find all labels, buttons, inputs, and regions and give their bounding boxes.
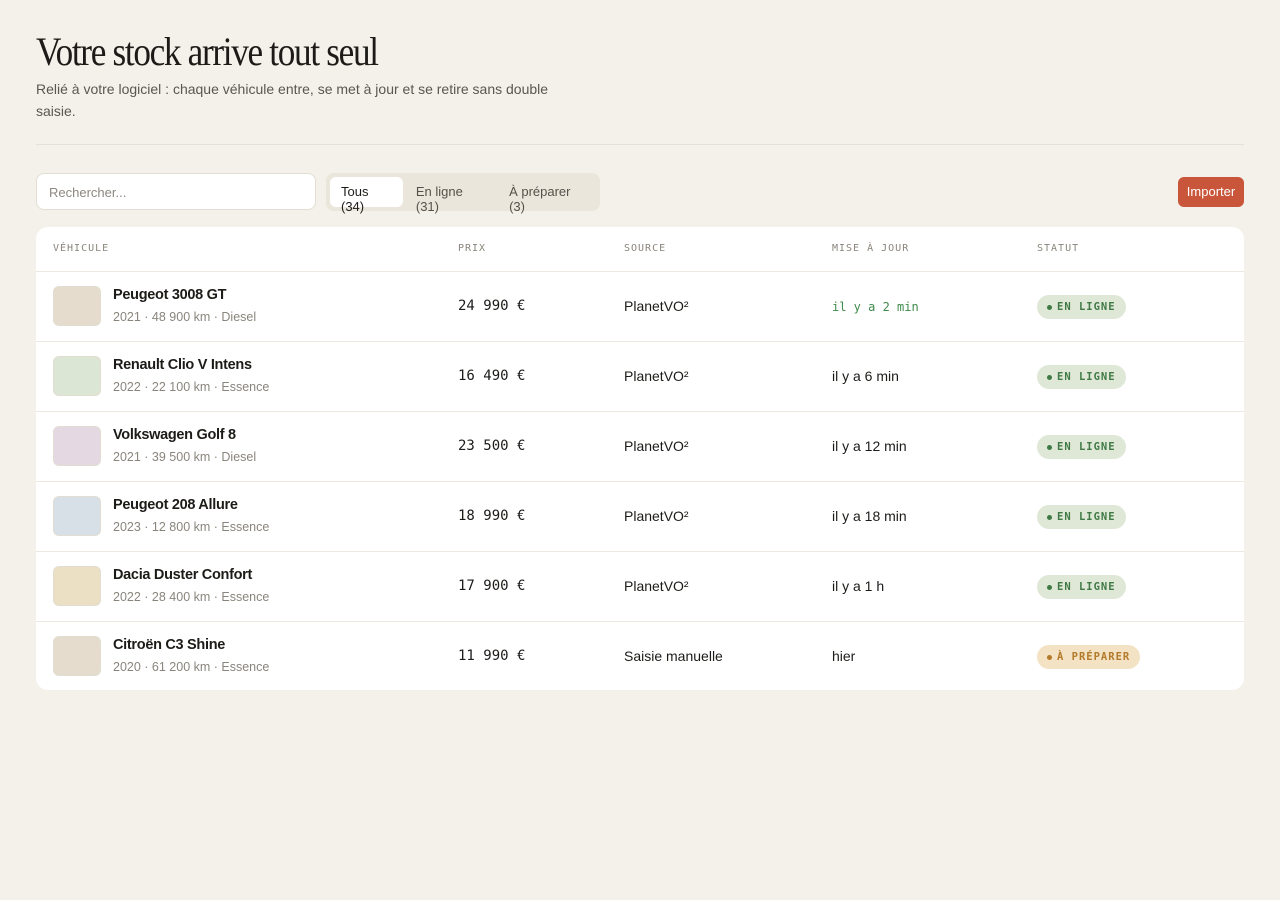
status-badge: EN LIGNE <box>1037 575 1126 599</box>
vehicle-name: Peugeot 3008 GT <box>113 287 227 303</box>
filter-tab[interactable]: À préparer (3) <box>509 184 571 214</box>
vehicle-thumbnail <box>53 636 101 676</box>
vehicle-source: PlanetVO² <box>624 578 689 594</box>
vehicle-meta: 2021 · 48 900 km · Diesel <box>113 310 257 324</box>
vehicle-row[interactable]: Citroën C3 Shine 2020 · 61 200 km · Essen… <box>36 621 1244 690</box>
vehicle-table: VÉHICULE PRIX SOURCE MISE À JOUR STATUT Peuge… <box>36 227 1244 690</box>
vehicle-row[interactable]: Dacia Duster Confort 2022 · 28 400 km · E… <box>36 551 1244 621</box>
vehicle-source: PlanetVO² <box>624 368 689 384</box>
vehicle-thumbnail <box>53 286 101 326</box>
vehicle-updated: il y a 18 min <box>832 508 907 524</box>
vehicle-thumbnail <box>53 566 101 606</box>
column-header: MISE À JOUR <box>832 243 910 254</box>
filter-tab[interactable]: En ligne (31) <box>415 184 463 214</box>
status-badge: EN LIGNE <box>1037 365 1126 389</box>
vehicle-updated: hier <box>832 648 856 664</box>
search-input[interactable]: Rechercher... <box>36 173 316 210</box>
filter-tabs: Tous (34) En ligne (31) À préparer (3) <box>326 173 600 214</box>
subtitle: Relié à votre logiciel : chaque véhicule… <box>36 81 549 119</box>
divider <box>36 144 1244 145</box>
vehicle-meta: 2021 · 39 500 km · Diesel <box>113 450 257 464</box>
column-header: SOURCE <box>624 243 667 254</box>
vehicle-row[interactable]: Peugeot 3008 GT 2021 · 48 900 km · Diesel… <box>36 271 1244 341</box>
vehicle-thumbnail <box>53 426 101 466</box>
vehicle-name: Dacia Duster Confort <box>113 567 253 583</box>
vehicle-name: Renault Clio V Intens <box>113 357 252 373</box>
page-title: Votre stock arrive tout seul <box>36 29 379 74</box>
vehicle-updated: il y a 6 min <box>832 368 899 384</box>
vehicle-name: Peugeot 208 Allure <box>113 497 238 513</box>
vehicle-price: 16 490 € <box>458 368 526 384</box>
vehicle-price: 23 500 € <box>458 438 526 454</box>
vehicle-source: Saisie manuelle <box>624 648 723 664</box>
vehicle-price: 24 990 € <box>458 298 526 314</box>
vehicle-meta: 2022 · 28 400 km · Essence <box>113 590 270 604</box>
vehicle-source: PlanetVO² <box>624 298 689 314</box>
status-badge: EN LIGNE <box>1037 295 1126 319</box>
import-button[interactable]: Importer <box>1178 177 1244 207</box>
vehicle-updated: il y a 1 h <box>832 578 885 594</box>
vehicle-meta: 2020 · 61 200 km · Essence <box>113 660 270 674</box>
vehicle-row[interactable]: Renault Clio V Intens 2022 · 22 100 km · … <box>36 341 1244 411</box>
vehicle-meta: 2023 · 12 800 km · Essence <box>113 520 270 534</box>
vehicle-name: Volkswagen Golf 8 <box>113 427 236 443</box>
vehicle-row[interactable]: Peugeot 208 Allure 2023 · 12 800 km · Ess… <box>36 481 1244 551</box>
vehicle-price: 18 990 € <box>458 508 526 524</box>
vehicle-meta: 2022 · 22 100 km · Essence <box>113 380 270 394</box>
column-header: VÉHICULE <box>53 243 110 254</box>
vehicle-name: Citroën C3 Shine <box>113 637 226 653</box>
vehicle-updated: il y a 2 min <box>832 300 919 314</box>
filter-tab[interactable]: Tous (34) <box>330 177 403 214</box>
vehicle-row[interactable]: Volkswagen Golf 8 2021 · 39 500 km · Dies… <box>36 411 1244 481</box>
column-header: STATUT <box>1037 243 1080 254</box>
vehicle-source: PlanetVO² <box>624 438 689 454</box>
vehicle-thumbnail <box>53 496 101 536</box>
vehicle-source: PlanetVO² <box>624 508 689 524</box>
status-badge: EN LIGNE <box>1037 435 1126 459</box>
status-badge: EN LIGNE <box>1037 505 1126 529</box>
vehicle-updated: il y a 12 min <box>832 438 907 454</box>
vehicle-thumbnail <box>53 356 101 396</box>
vehicle-price: 17 900 € <box>458 578 526 594</box>
vehicle-price: 11 990 € <box>458 648 526 664</box>
column-header: PRIX <box>458 243 487 254</box>
status-badge: À PRÉPARER <box>1037 645 1141 669</box>
